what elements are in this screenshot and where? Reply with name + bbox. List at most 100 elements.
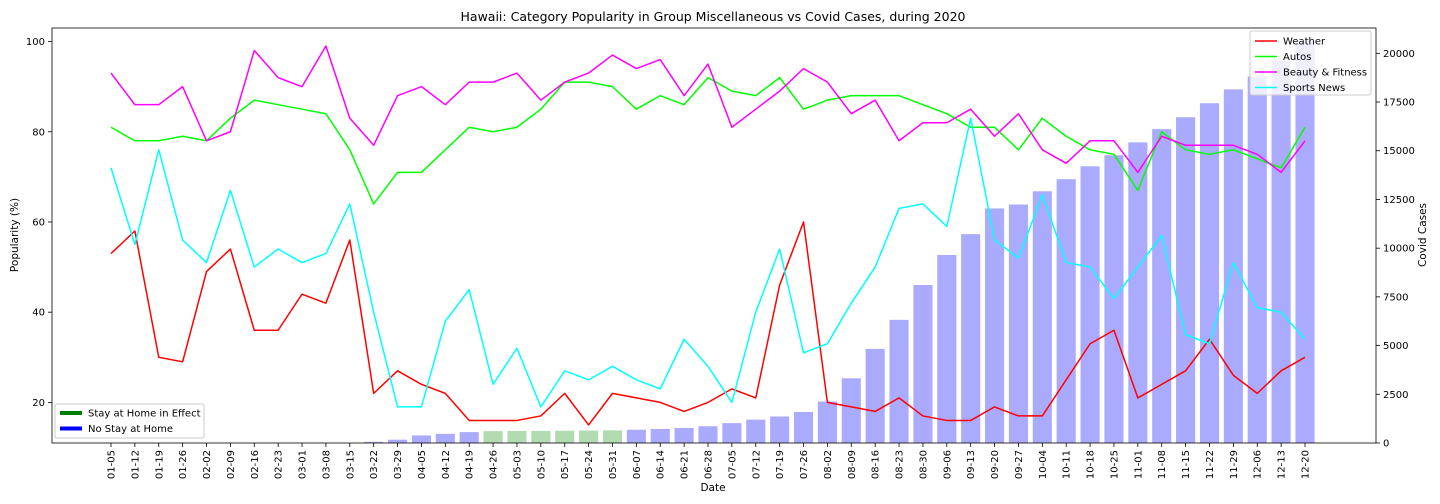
covid-bar-08-02 [817,401,837,443]
covid-bar-05-31 [602,430,623,443]
x-tick-label-08-09: 08-09 [847,450,858,479]
x-tick-label-03-29: 03-29 [393,450,404,479]
covid-bar-11-15 [1176,117,1196,443]
covid-bar-07-05 [722,423,742,443]
x-tick-label-10-11: 10-11 [1062,450,1073,479]
covid-bar-09-06 [937,254,957,443]
covid-bar-10-04 [1032,191,1052,443]
x-tick-label-05-24: 05-24 [584,450,595,479]
y-tick-label-60: 60 [32,217,45,228]
covid-bar-03-22 [364,441,384,443]
covid-bar-07-19 [770,416,790,443]
covid-bar-12-20 [1295,41,1315,444]
x-tick-label-07-26: 07-26 [799,450,810,479]
x-tick-label-07-12: 07-12 [751,450,762,479]
y2-tick-label-17500: 17500 [1383,98,1415,109]
x-tick-label-11-01: 11-01 [1133,450,1144,479]
x-tick-label-10-25: 10-25 [1109,450,1120,479]
covid-bar-08-23 [889,319,909,443]
y2-tick-label-12500: 12500 [1383,195,1415,206]
y2-tick-label-10000: 10000 [1383,244,1415,255]
legend-label-no-stay-at-home: No Stay at Home [88,424,173,435]
x-tick-label-05-17: 05-17 [560,450,571,479]
covid-bars-layer [364,41,1315,444]
covid-bar-06-07 [626,429,646,443]
covid-bar-04-19 [459,432,479,443]
y2-tick-label-0: 0 [1383,439,1389,450]
x-tick-label-11-08: 11-08 [1157,450,1168,479]
covid-bar-05-10 [531,430,551,443]
x-tick-label-08-16: 08-16 [871,450,882,479]
covid-bar-05-03 [507,430,527,443]
plot-frame [51,27,1377,444]
covid-bar-11-29 [1223,89,1243,444]
covid-bar-08-30 [913,284,933,443]
x-tick-label-10-04: 10-04 [1038,450,1049,479]
x-tick-label-11-29: 11-29 [1229,450,1240,479]
x-tick-label-05-10: 05-10 [536,450,547,479]
y2-tick-label-5000: 5000 [1383,341,1408,352]
x-tick-label-03-15: 03-15 [345,450,356,479]
x-tick-label-05-31: 05-31 [608,450,619,479]
covid-bar-10-11 [1056,179,1076,443]
x-tick-label-06-14: 06-14 [656,450,667,479]
covid-bar-08-16 [865,348,885,443]
legend-label-sports-news: Sports News [1283,83,1345,94]
covid-bar-05-17 [555,430,575,443]
x-tick-label-03-01: 03-01 [298,450,309,479]
series-line-weather [110,221,1306,426]
axes-layer: 20 40 60 80 100 0 2500 5000 7500 10000 12500 15000 1… [26,27,1415,479]
x-tick-label-08-02: 08-02 [823,450,834,479]
x-tick-label-04-12: 04-12 [441,450,452,479]
covid-bar-09-27 [1008,204,1028,443]
x-tick-label-08-30: 08-30 [918,450,929,479]
series-line-autos [110,76,1306,205]
covid-bar-06-14 [650,428,670,443]
covid-bar-05-24 [579,430,599,443]
x-tick-label-01-05: 01-05 [107,450,118,479]
x-tick-label-02-16: 02-16 [250,450,261,479]
x-tick-label-09-06: 09-06 [942,450,953,479]
covid-bar-11-22 [1199,103,1220,444]
y-tick-label-100: 100 [26,37,45,48]
x-tick-label-06-07: 06-07 [632,450,643,479]
x-tick-label-04-05: 04-05 [417,450,428,479]
x-tick-label-05-03: 05-03 [512,450,523,479]
x-tick-label-12-20: 12-20 [1301,450,1312,479]
covid-bar-07-12 [746,419,766,443]
covid-bar-11-08 [1152,129,1172,443]
y-tick-label-80: 80 [32,127,45,138]
legend-bottom-left: Stay at Home in Effect No Stay at Home [54,403,205,439]
x-tick-label-10-18: 10-18 [1086,450,1097,479]
x-tick-label-07-19: 07-19 [775,450,786,479]
x-tick-label-11-22: 11-22 [1205,450,1216,479]
x-tick-label-04-26: 04-26 [489,450,500,479]
y-tick-label-20: 20 [32,398,45,409]
x-tick-label-07-05: 07-05 [727,450,738,479]
legend-top-right-box [1249,30,1372,96]
y2-tick-label-20000: 20000 [1383,49,1415,60]
y-axis-title: Popularity (%) [9,198,21,272]
covid-bar-06-28 [698,426,718,443]
x-tick-label-04-19: 04-19 [465,450,476,479]
x-tick-label-06-28: 06-28 [704,450,715,479]
x-tick-label-01-26: 01-26 [178,450,189,479]
chart-title: Hawaii: Category Popularity in Group Mis… [461,9,966,24]
x-tick-label-08-23: 08-23 [895,450,906,479]
x-tick-label-09-13: 09-13 [966,450,977,479]
x-tick-label-12-06: 12-06 [1253,450,1264,479]
series-lines-layer [110,45,1306,426]
y-tick-label-40: 40 [32,308,45,319]
x-tick-label-02-02: 02-02 [202,450,213,479]
covid-bar-09-13 [961,234,981,443]
covid-bar-11-01 [1128,142,1148,443]
y2-tick-label-7500: 7500 [1383,292,1408,303]
x-tick-label-12-13: 12-13 [1277,450,1288,479]
x-tick-label-06-21: 06-21 [680,450,691,479]
x-axis-title: Date [700,482,725,494]
covid-bar-09-20 [985,208,1005,443]
x-tick-label-01-12: 01-12 [130,450,141,479]
y2-tick-label-15000: 15000 [1383,146,1415,157]
